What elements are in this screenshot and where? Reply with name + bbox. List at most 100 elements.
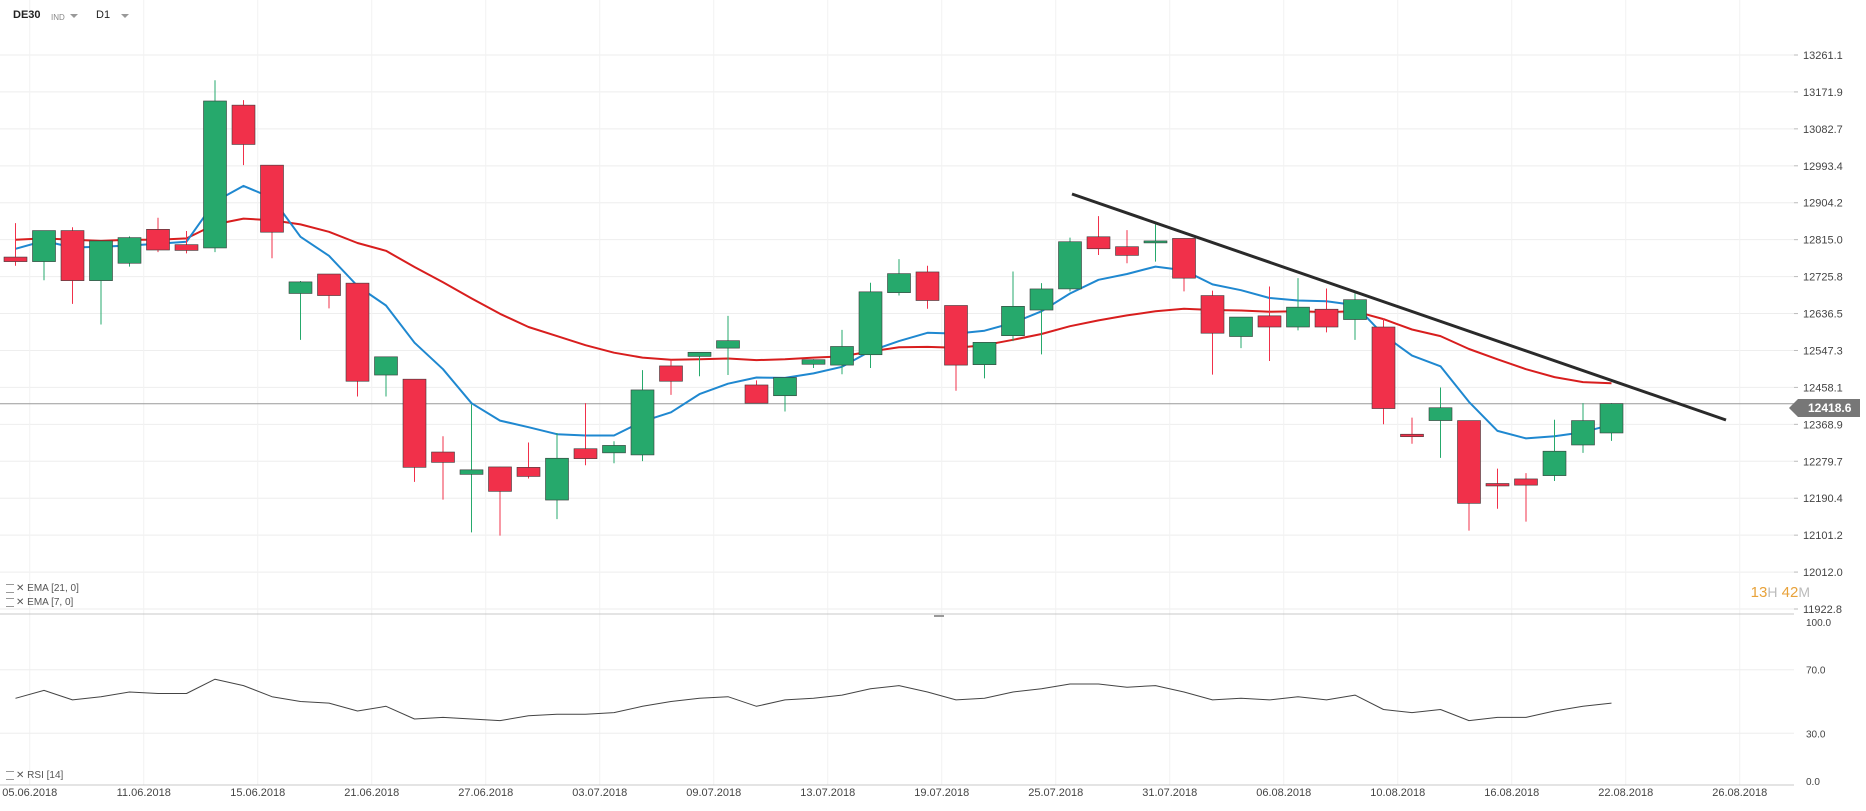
x-tick-label: 13.07.2018 [800,787,855,799]
candle-body [659,365,683,382]
candle-body [1371,326,1396,409]
candle-body [345,282,370,382]
x-tick-label: 16.08.2018 [1484,787,1539,799]
candle [431,436,455,500]
candle-body [260,164,284,233]
candle [659,359,683,395]
candle-body [687,351,712,357]
close-icon[interactable]: ✕ [16,583,25,594]
y-tick-label: 12725.8 [1803,272,1843,284]
candle-body [1400,433,1424,438]
candle-body [1229,316,1253,337]
y-tick-label: 12101.2 [1803,530,1843,542]
symbol-label[interactable]: DE30 [13,9,41,21]
candle-body [545,457,569,501]
legend-ema21[interactable]: ✕ EMA [21, 0] [6,583,79,594]
close-icon[interactable]: ✕ [16,597,25,608]
y-tick-label: 12636.5 [1803,309,1843,321]
indicator-settings-icon[interactable] [6,597,14,607]
candle-body [32,230,56,262]
candle-body [402,378,427,468]
candle [687,351,712,377]
x-tick-label: 11.06.2018 [117,787,171,799]
candle-body [89,240,113,281]
candle-body [944,305,968,366]
candle [1200,290,1225,375]
timeframe-dropdown-chevron-icon[interactable] [121,14,129,18]
symbol-dropdown-chevron-icon[interactable] [70,14,78,18]
rsi-y-tick-label: 70.0 [1806,666,1826,677]
legend-rsi[interactable]: ✕ RSI [14] [6,770,63,781]
x-tick-label: 06.08.2018 [1256,787,1311,799]
x-tick-label: 19.07.2018 [914,787,969,799]
candle [1343,293,1367,340]
close-icon[interactable]: ✕ [16,770,25,781]
candle-body [744,384,769,404]
rsi-y-tick-label: 0.0 [1806,777,1820,788]
candle [744,380,769,404]
candle [89,240,113,325]
x-axis: 05.06.2018 11.06.2018 15.06.2018 21.06.2018… [2,787,1767,799]
candle [602,441,626,464]
candle [1001,271,1025,342]
rsi-y-tick-label: 100.0 [1806,618,1831,629]
trendline[interactable] [1071,192,1727,422]
candle-body [1514,478,1538,486]
candle [1143,224,1168,262]
indicator-settings-icon[interactable] [6,770,14,780]
candle [516,442,541,479]
legend-ema7[interactable]: ✕ EMA [7, 0] [6,597,73,608]
candle [488,466,512,536]
candle [402,378,427,482]
x-tick-label: 31.07.2018 [1142,787,1197,799]
candle [1086,216,1111,255]
candle [716,315,740,376]
candle-body [203,100,227,249]
y-tick-label: 13082.7 [1803,124,1843,136]
candle [887,259,911,296]
candle [1172,238,1196,292]
candle [203,80,227,253]
candle [1115,230,1139,264]
candle [858,282,883,368]
candle [374,356,398,397]
y-tick-label: 12012.0 [1803,567,1843,579]
candle [1314,288,1339,333]
y-tick-label: 12547.3 [1803,345,1843,357]
y-tick-label: 12190.4 [1803,493,1843,505]
candle [1371,318,1396,425]
candle [915,265,940,309]
candle-body [1200,295,1225,334]
x-tick-label: 22.08.2018 [1598,787,1653,799]
candles-layer [3,80,1624,536]
candle [545,432,569,520]
candle-body [1314,308,1339,328]
timer-minutes: 42 [1781,584,1799,601]
candle [1257,286,1282,361]
candle-body [117,237,142,264]
candle-body [146,229,170,251]
candle [146,217,170,253]
candle [1400,417,1424,444]
candle-body [830,346,854,366]
timeframe-label[interactable]: D1 [96,9,111,21]
timer-hours-unit: H [1767,584,1778,600]
y-tick-label: 12458.1 [1803,382,1843,394]
x-tick-label: 10.08.2018 [1370,787,1425,799]
candle [1457,420,1481,531]
current-price-tag: 12418.6 [1789,399,1860,417]
indicator-settings-icon[interactable] [6,583,14,593]
candle-body [231,104,256,145]
candle-body [1485,483,1510,487]
candle [345,282,370,397]
timer-minutes-unit: M [1798,584,1810,600]
candle-body [858,291,883,356]
y-tick-label: 11922.8 [1803,604,1842,616]
candle-countdown-timer: 13H 42M [1751,584,1810,601]
candle-body [459,469,484,475]
candle-body [1428,407,1453,421]
candle-body [1086,236,1111,250]
candle [573,403,598,466]
x-tick-label: 21.06.2018 [344,787,399,799]
